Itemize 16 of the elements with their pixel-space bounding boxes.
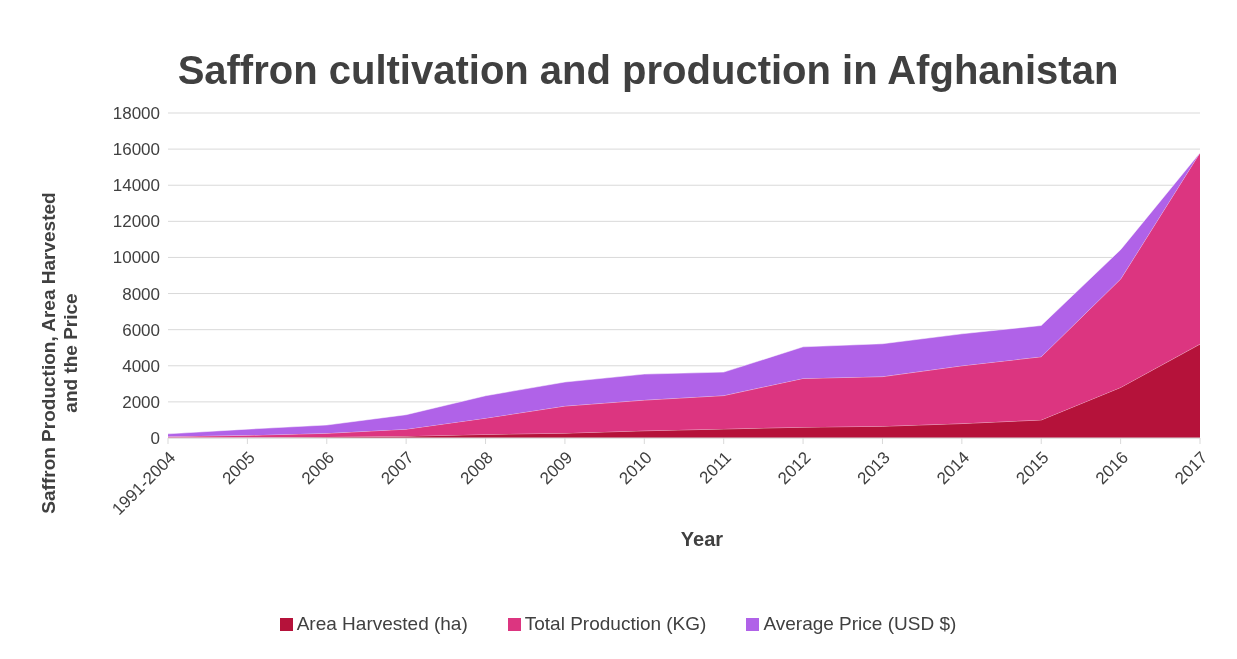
legend-label: Average Price (USD $) xyxy=(763,613,957,635)
y-tick-label: 0 xyxy=(150,429,160,449)
y-tick-label: 18000 xyxy=(112,104,160,124)
legend-label: Area Harvested (ha) xyxy=(296,613,468,635)
y-tick-label: 6000 xyxy=(122,320,160,340)
legend-label: Total Production (KG) xyxy=(524,613,707,635)
y-tick-label: 16000 xyxy=(112,140,160,160)
y-tick-label: 4000 xyxy=(122,356,160,376)
y-axis-title: Saffron Production, Area Harvested and the Price xyxy=(38,191,82,516)
y-tick-label: 12000 xyxy=(112,212,160,232)
x-axis-title: Year xyxy=(679,528,725,551)
y-tick-label: 14000 xyxy=(112,176,160,196)
y-tick-label: 10000 xyxy=(112,248,160,268)
y-tick-label: 2000 xyxy=(122,392,160,412)
y-tick-label: 8000 xyxy=(122,284,160,304)
chart-title: Saffron cultivation and production in Afghanistan xyxy=(176,48,1120,93)
